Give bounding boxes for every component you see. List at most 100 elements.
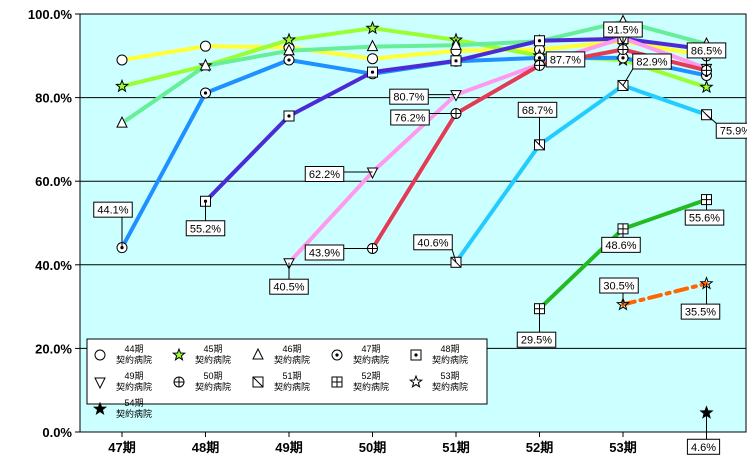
legend-item-5: 49期契約病院 [94, 371, 152, 392]
legend-swatch [92, 401, 108, 416]
callout-box [601, 236, 641, 253]
marker-dot [287, 58, 291, 62]
callout: 55.6% [684, 199, 725, 226]
legend-swatch [410, 349, 422, 361]
legend-label: 54期契約病院 [116, 398, 152, 419]
callout-box [686, 438, 721, 455]
legend-swatch [94, 349, 106, 361]
callout: 80.7% [389, 88, 456, 105]
x-tick-label: 48期 [192, 440, 219, 455]
marker-dot [537, 39, 542, 43]
marker-shape [365, 20, 380, 35]
callout-label: 55.2% [190, 223, 221, 235]
marker-shape [615, 297, 631, 311]
marker-shape [116, 115, 128, 128]
legend-label: 45期契約病院 [195, 344, 231, 365]
point-s3-2 [283, 54, 295, 66]
point-s0-3 [367, 53, 378, 65]
callout: 4.6% [686, 412, 721, 455]
point-s1-3 [365, 20, 380, 35]
callout: 87.7% [539, 51, 586, 68]
callout-box [684, 209, 725, 226]
callout-label: 91.5% [607, 25, 638, 37]
marker-dot [335, 353, 339, 357]
callout-box [686, 42, 727, 59]
legend-label-line: 契約病院 [353, 354, 389, 365]
legend: 44期契約病院45期契約病院46期契約病院47期契約病院48期契約病院49期契約… [86, 338, 488, 419]
y-tick-label: 0.0% [42, 425, 72, 440]
legend-label: 52期契約病院 [353, 371, 389, 392]
callout-label: 29.5% [521, 335, 552, 347]
marker-dot [621, 56, 625, 60]
callout-box [545, 51, 586, 68]
point-s4-4 [450, 55, 462, 67]
marker-shape [116, 54, 128, 66]
callout-box [93, 201, 133, 218]
callout: 68.7% [517, 101, 558, 145]
legend-label: 53期契約病院 [432, 371, 468, 392]
callout-leader [706, 114, 717, 124]
legend-label-line: 44期 [124, 344, 143, 354]
legend-swatch [94, 377, 106, 390]
legend-item-3: 47期契約病院 [331, 344, 389, 365]
marker-cross [332, 377, 342, 387]
legend-label: 46期契約病院 [274, 344, 310, 365]
legend-label-line: 契約病院 [274, 381, 310, 392]
series-line-9 [621, 281, 709, 307]
callout: 62.2% [304, 166, 373, 183]
legend-item-6: 50期契約病院 [173, 371, 231, 392]
marker-shape [281, 32, 297, 46]
point-s2-3 [366, 39, 379, 52]
legend-item-0: 44期契約病院 [94, 344, 152, 365]
legend-item-4: 48期契約病院 [410, 344, 468, 365]
legend-label-line: 46期 [282, 344, 301, 354]
callout-leader [451, 249, 457, 263]
marker-shape [199, 58, 212, 71]
callout: 82.9% [622, 53, 672, 86]
series-line-5 [287, 36, 709, 265]
point-s5-3 [366, 167, 379, 180]
legend-item-8: 52期契約病院 [331, 371, 389, 392]
y-tick-label: 40.0% [35, 258, 72, 273]
legend-label-line: 契約病院 [432, 381, 468, 392]
callout: 55.2% [185, 201, 226, 237]
legend-label: 44期契約病院 [116, 344, 152, 365]
legend-label: 51期契約病院 [274, 371, 310, 392]
callout-box [632, 53, 672, 70]
x-tick-label: 50期 [359, 440, 386, 455]
callout-box [603, 21, 643, 38]
callout: 75.9% [706, 114, 747, 139]
callout-label: 48.6% [605, 240, 636, 252]
legend-label-line: 49期 [124, 371, 143, 381]
callout-label: 35.5% [685, 307, 716, 319]
legend-label-line: 契約病院 [195, 354, 231, 365]
marker-shape [200, 40, 211, 52]
legend-label: 49期契約病院 [116, 371, 152, 392]
marker-shape [366, 39, 379, 52]
callout-box [516, 331, 557, 348]
marker-shape [450, 90, 462, 102]
callout-label: 30.5% [603, 281, 634, 293]
marker-dot [287, 114, 291, 118]
legend-swatch [171, 347, 187, 362]
legend-label-line: 契約病院 [274, 354, 310, 365]
marker-shape [252, 347, 264, 360]
point-s2-1 [199, 58, 212, 71]
callout: 40.6% [413, 234, 457, 263]
callout-label: 68.7% [522, 105, 553, 117]
callout-box [517, 101, 558, 118]
legend-label-line: 50期 [203, 371, 222, 381]
legend-swatch [408, 374, 424, 389]
data-callouts: 86.5% 91.5% 80.7% 87.7% 82.9% 75.9% 62.2% 76.2%… [93, 21, 747, 455]
legend-label: 50期契約病院 [195, 371, 231, 392]
marker-shape [366, 167, 379, 180]
marker-shape [114, 78, 130, 93]
legend-label-line: 契約病院 [116, 381, 152, 392]
callout-box [390, 109, 430, 126]
marker-shape [367, 53, 378, 65]
marker-shape [699, 79, 714, 94]
legend-label-line: 53期 [440, 371, 459, 381]
y-tick-label: 100.0% [28, 7, 73, 22]
callout: 76.2% [390, 109, 456, 126]
